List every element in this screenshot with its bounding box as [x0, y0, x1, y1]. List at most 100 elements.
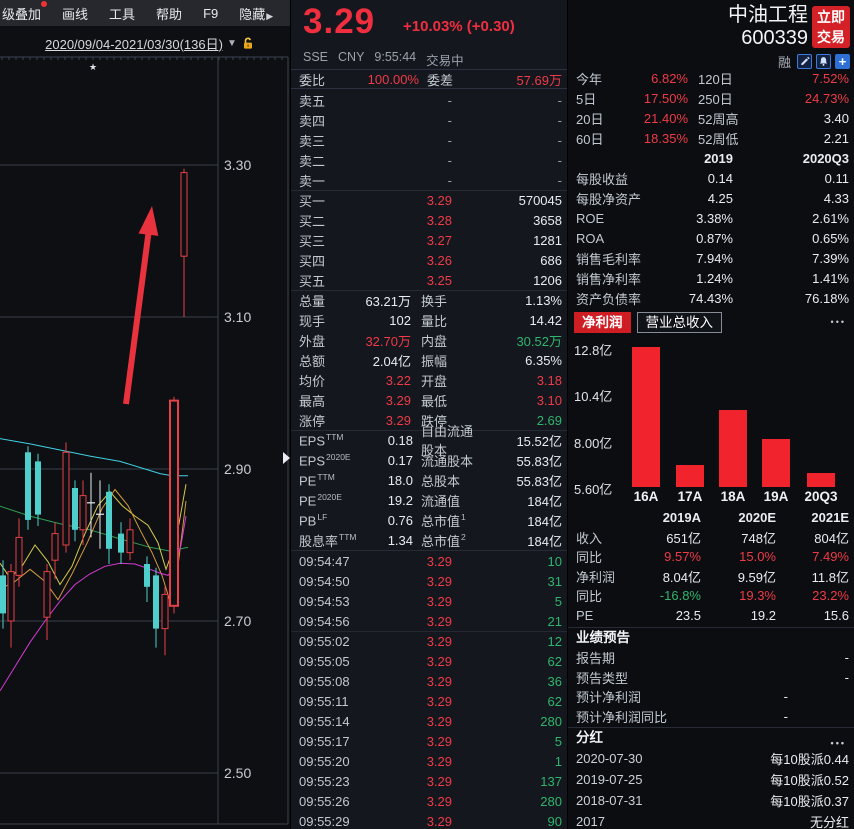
valuation-row: PETTM 18.0 总股本 55.83亿 [291, 470, 567, 490]
sell-level-row[interactable]: 卖一 - - [291, 170, 567, 190]
tick-row-price: 3.29 [426, 573, 452, 589]
tick-row-label: 09:55:08 [299, 673, 350, 689]
stat-row-value: 30.52万 [516, 333, 562, 349]
candle-body [79, 495, 87, 531]
sell-level-row-price: - [447, 132, 452, 148]
weicha-label: 委差 [427, 72, 454, 88]
sell-level-row[interactable]: 卖四 - - [291, 110, 567, 130]
candle-body [161, 593, 169, 630]
buy-level-row[interactable]: 买二 3.28 3658 [291, 210, 567, 230]
tick-row: 09:55:26 3.29 280 [291, 791, 567, 811]
menu-item-5[interactable]: F9 [203, 6, 218, 21]
notice-label: 预计净利润 [576, 690, 642, 706]
forecast-row-label: 净利润 [576, 569, 616, 585]
notice-value: - [844, 669, 849, 685]
menu-item-1[interactable]: 级叠加 [2, 0, 48, 23]
tick-row: 09:55:17 3.29 5 [291, 731, 567, 751]
stat-row: 现手 102 量比 14.42 [291, 310, 567, 330]
fin-value: 0.11 [824, 170, 849, 186]
dividend-value: 无分红 [809, 815, 849, 829]
forecast-value: 23.2% [812, 588, 849, 604]
forecast-row: 同比 -16.8% 19.3% 23.2% [568, 586, 854, 606]
candlestick-chart[interactable]: 3.30 3.10 2.90 2.70 2.50 ★ [0, 0, 290, 829]
dividend-date: 2017 [576, 814, 605, 829]
stat-row-label: 总量 [299, 293, 326, 309]
buy-level-row[interactable]: 买五 3.25 1206 [291, 270, 567, 290]
valuation-value: 55.83亿 [516, 473, 562, 489]
quote-header: 3.29 +10.03% (+0.30) SSE CNY 9:55:44 交易中 [291, 0, 567, 68]
chevron-down-icon[interactable]: ▼ [226, 37, 237, 49]
forecast-row-label: PE [576, 607, 594, 623]
candle-body [43, 571, 51, 618]
period-performance: 今年 6.82% 120日 7.52% 5日 17.50% 250日 24.73% 20日 21.… [568, 68, 854, 148]
quote-time: 9:55:44 [374, 50, 417, 64]
fin-value: 0.65% [812, 230, 849, 246]
tab-total-revenue[interactable]: 营业总收入 [636, 311, 722, 333]
date-range-label[interactable]: 2020/09/04-2021/03/30(136日) [45, 36, 223, 52]
buy-level-row-label: 买一 [299, 193, 326, 209]
tick-row-price: 3.29 [426, 753, 452, 769]
add-to-watchlist-icon[interactable]: + [835, 54, 850, 69]
valuation-label: 总市值1 [421, 512, 466, 529]
tick-row-label: 09:54:47 [299, 553, 350, 569]
edit-icon[interactable] [797, 54, 812, 69]
fin-row-label: 资产负债率 [576, 291, 642, 307]
chart-more-icon[interactable]: ••• [830, 317, 846, 327]
forecast-col-header: 2019A [662, 510, 701, 526]
bar-chart-ytick: 12.8亿 [574, 343, 613, 358]
sell-level-row-label: 卖四 [299, 113, 326, 129]
fin-value: 4.25 [707, 190, 733, 206]
tick-row-volume: 5 [554, 733, 562, 749]
period-row-label: 今年 [576, 71, 603, 87]
fin-row-label: ROA [576, 230, 605, 246]
candle-body [180, 172, 188, 257]
weibi-label: 委比 [299, 72, 326, 88]
menu-item-6[interactable]: 隐藏▶ [239, 4, 273, 23]
valuation-row: EPSTTM 0.18 自由流通股本 15.52亿 [291, 424, 567, 458]
stat-row: 均价 3.22 开盘 3.18 [291, 370, 567, 390]
buy-level-row-label: 买三 [299, 233, 326, 249]
dividend-row: 2019-07-25 每10股派0.52 [568, 769, 854, 790]
sell-level-row[interactable]: 卖五 - - [291, 90, 567, 110]
date-range-control[interactable]: 2020/09/04-2021/03/30(136日) ▼ [30, 34, 270, 52]
buy-level-row-price: 3.25 [426, 272, 452, 288]
forecast-value: 7.49% [812, 549, 849, 565]
sell-level-row[interactable]: 卖三 - - [291, 130, 567, 150]
candle-body [15, 536, 23, 576]
tab-net-profit[interactable]: 净利润 [574, 311, 631, 333]
tick-row: 09:55:02 3.29 12 [291, 631, 567, 651]
stat-row-value: 14.42 [529, 312, 562, 328]
menu-item-2[interactable]: 画线 [62, 4, 88, 23]
candle-body [25, 452, 31, 520]
menu-item-3[interactable]: 工具 [109, 4, 135, 23]
tick-row-volume: 62 [547, 653, 562, 669]
valuation-value: 184亿 [527, 493, 562, 509]
buy-level-row[interactable]: 买四 3.26 686 [291, 250, 567, 270]
sell-level-row-price: - [447, 92, 452, 108]
menu-item-label: F9 [203, 5, 219, 21]
valuation-label: 总股本 [421, 473, 461, 489]
sell-level-row-price: - [447, 112, 452, 128]
dividend-row: 2018-07-31 每10股派0.37 [568, 790, 854, 811]
dividend-more-icon[interactable]: ••• [830, 738, 846, 748]
valuation-value: 0.18 [387, 432, 413, 448]
sell-level-row[interactable]: 卖二 - - [291, 150, 567, 170]
buy-level-row[interactable]: 买一 3.29 570045 [291, 190, 567, 210]
stat-row-value: 6.35% [525, 352, 562, 368]
price-axis-label: 3.10 [224, 309, 251, 325]
period-row: 60日 18.35% 52周低 2.21 [568, 128, 854, 148]
tick-row: 09:55:14 3.29 280 [291, 711, 567, 731]
menu-item-label: 画线 [62, 6, 89, 22]
stat-row-value: 32.70万 [365, 333, 411, 349]
valuation-label: PBLF [299, 511, 328, 529]
quote-subline: SSE CNY 9:55:44 交易中 [303, 50, 464, 69]
menu-item-4[interactable]: 帮助 [156, 4, 182, 23]
fin-table-row: ROA 0.87% 0.65% [568, 228, 854, 248]
unlock-icon[interactable] [241, 36, 255, 50]
period-row-value: 18.35% [643, 130, 688, 146]
alert-bell-icon[interactable] [816, 54, 831, 69]
buy-level-row[interactable]: 买三 3.27 1281 [291, 230, 567, 250]
notice-label: 报告期 [576, 651, 616, 667]
trade-now-button[interactable]: 立即 交易 [812, 6, 850, 48]
valuation-value: 19.2 [387, 492, 413, 508]
